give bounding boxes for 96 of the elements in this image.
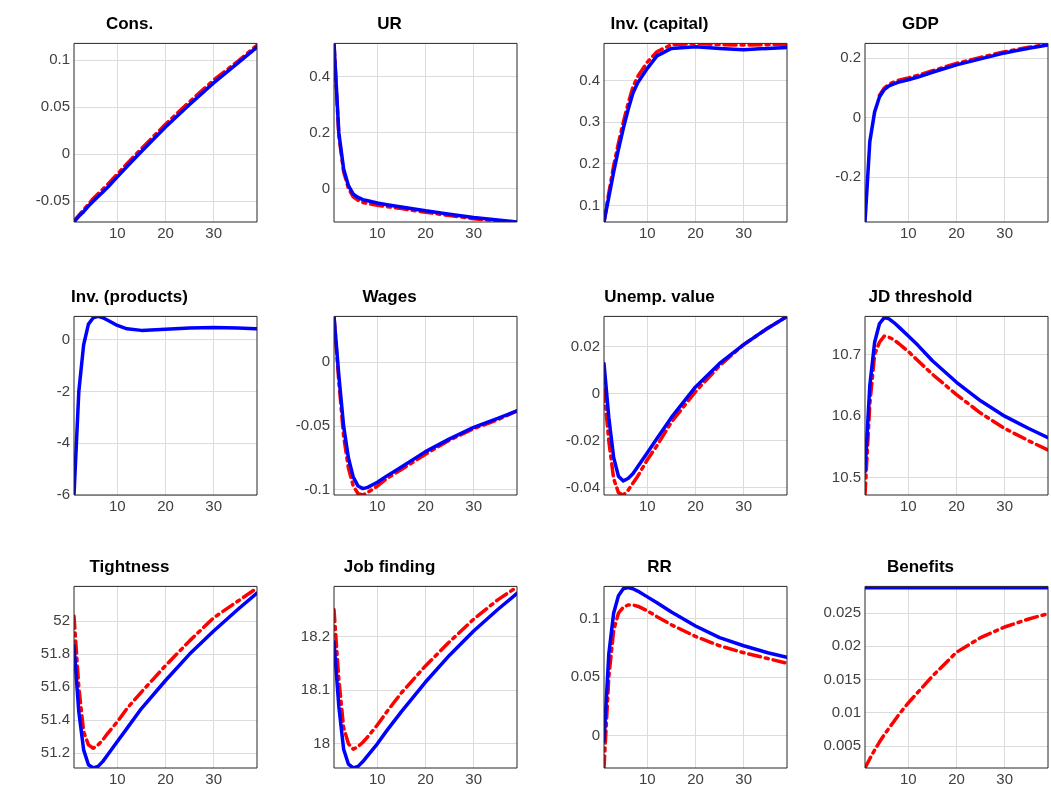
y-tick-label: 0.2 (309, 122, 330, 140)
y-tick-label: -0.02 (565, 431, 600, 449)
y-tick-label: 0.02 (831, 636, 861, 654)
x-tick-label: 30 (465, 770, 482, 788)
x-tick-label: 10 (369, 770, 386, 788)
y-tick-label: 0.05 (570, 667, 600, 685)
y-tick-label: 0 (61, 329, 70, 347)
chart-title: Job finding (343, 556, 436, 576)
x-tick-label: 10 (369, 224, 386, 242)
chart-title: Wages (362, 286, 417, 306)
y-tick-label: -2 (56, 381, 70, 399)
x-tick-label: 20 (157, 497, 174, 515)
chart-title: Tightness (89, 556, 170, 576)
y-tick-label: 0 (591, 384, 600, 402)
line-series (865, 334, 1048, 495)
x-tick-label: 10 (639, 224, 656, 242)
x-tick-label: 30 (996, 497, 1013, 515)
y-tick-label: 0.3 (579, 112, 600, 130)
y-tick-label: 18.1 (300, 680, 330, 698)
y-tick-label: 0.1 (579, 609, 600, 627)
chart-title: Unemp. value (604, 286, 715, 306)
x-tick-label: 30 (205, 497, 222, 515)
chart-title: GDP (902, 13, 939, 33)
y-tick-label: 0 (321, 352, 330, 370)
x-tick-label: 30 (996, 224, 1013, 242)
y-tick-label: 51.2 (40, 743, 70, 761)
x-tick-label: 20 (948, 497, 965, 515)
x-tick-label: 20 (157, 224, 174, 242)
y-tick-label: 0.1 (49, 50, 70, 68)
x-tick-label: 20 (948, 770, 965, 788)
y-tick-label: 0.1 (579, 195, 600, 213)
y-tick-label: 0 (591, 725, 600, 743)
x-tick-label: 20 (417, 770, 434, 788)
x-tick-label: 20 (687, 770, 704, 788)
x-tick-label: 20 (948, 224, 965, 242)
x-tick-label: 30 (996, 770, 1013, 788)
y-tick-label: 0.4 (579, 70, 600, 88)
x-tick-label: 30 (205, 770, 222, 788)
x-tick-label: 30 (465, 497, 482, 515)
line-series (604, 603, 787, 768)
x-tick-label: 20 (687, 224, 704, 242)
y-tick-label: -0.05 (35, 191, 70, 209)
chart-title: Inv. (capital) (610, 13, 709, 33)
y-tick-label: -6 (56, 485, 70, 503)
y-tick-label: 0 (321, 178, 330, 196)
y-tick-label: 10.6 (831, 406, 861, 424)
x-tick-label: 20 (157, 770, 174, 788)
x-tick-label: 10 (109, 770, 126, 788)
chart-title: UR (377, 13, 402, 33)
y-tick-label: 51.6 (40, 677, 70, 695)
y-tick-label: 0 (852, 107, 861, 125)
x-tick-label: 10 (109, 497, 126, 515)
y-tick-label: 18 (313, 733, 330, 751)
y-tick-label: 10.7 (831, 344, 861, 362)
chart-title: Inv. (products) (71, 286, 188, 306)
y-tick-label: 10.5 (831, 467, 861, 485)
x-tick-label: 30 (205, 224, 222, 242)
y-tick-label: 0.015 (823, 669, 861, 687)
y-tick-label: 18.2 (300, 626, 330, 644)
y-tick-label: 0.02 (570, 337, 600, 355)
x-tick-label: 20 (417, 497, 434, 515)
y-tick-label: -0.2 (835, 167, 861, 185)
x-tick-label: 10 (639, 497, 656, 515)
y-tick-label: 0.4 (309, 67, 330, 85)
x-tick-label: 10 (109, 224, 126, 242)
chart-title: Benefits (886, 556, 955, 576)
x-tick-label: 30 (735, 497, 752, 515)
y-tick-label: 52 (53, 611, 70, 629)
chart-title: RR (647, 556, 672, 576)
y-tick-label: -0.1 (304, 480, 330, 498)
x-tick-label: 10 (900, 497, 917, 515)
x-tick-label: 20 (687, 497, 704, 515)
line-series (334, 43, 517, 222)
y-tick-label: 51.8 (40, 644, 70, 662)
line-series (865, 611, 1048, 768)
y-tick-label: 0.025 (823, 603, 861, 621)
x-tick-label: 10 (900, 224, 917, 242)
y-tick-label: 0.05 (40, 97, 70, 115)
y-tick-label: 0.01 (831, 702, 861, 720)
x-tick-label: 30 (735, 224, 752, 242)
chart-title: JD threshold (868, 286, 973, 306)
y-tick-label: 0.005 (823, 736, 861, 754)
y-tick-label: -0.04 (565, 478, 600, 496)
y-tick-label: -0.05 (295, 416, 330, 434)
x-tick-label: 10 (900, 770, 917, 788)
x-tick-label: 10 (639, 770, 656, 788)
x-tick-label: 30 (735, 770, 752, 788)
y-tick-label: 51.4 (40, 710, 70, 728)
x-tick-label: 30 (465, 224, 482, 242)
x-tick-label: 20 (417, 224, 434, 242)
x-tick-label: 10 (369, 497, 386, 515)
y-tick-label: -4 (56, 433, 70, 451)
chart-title: Cons. (105, 13, 154, 33)
y-tick-label: 0.2 (579, 153, 600, 171)
y-tick-label: 0.2 (840, 48, 861, 66)
y-tick-label: 0 (61, 144, 70, 162)
